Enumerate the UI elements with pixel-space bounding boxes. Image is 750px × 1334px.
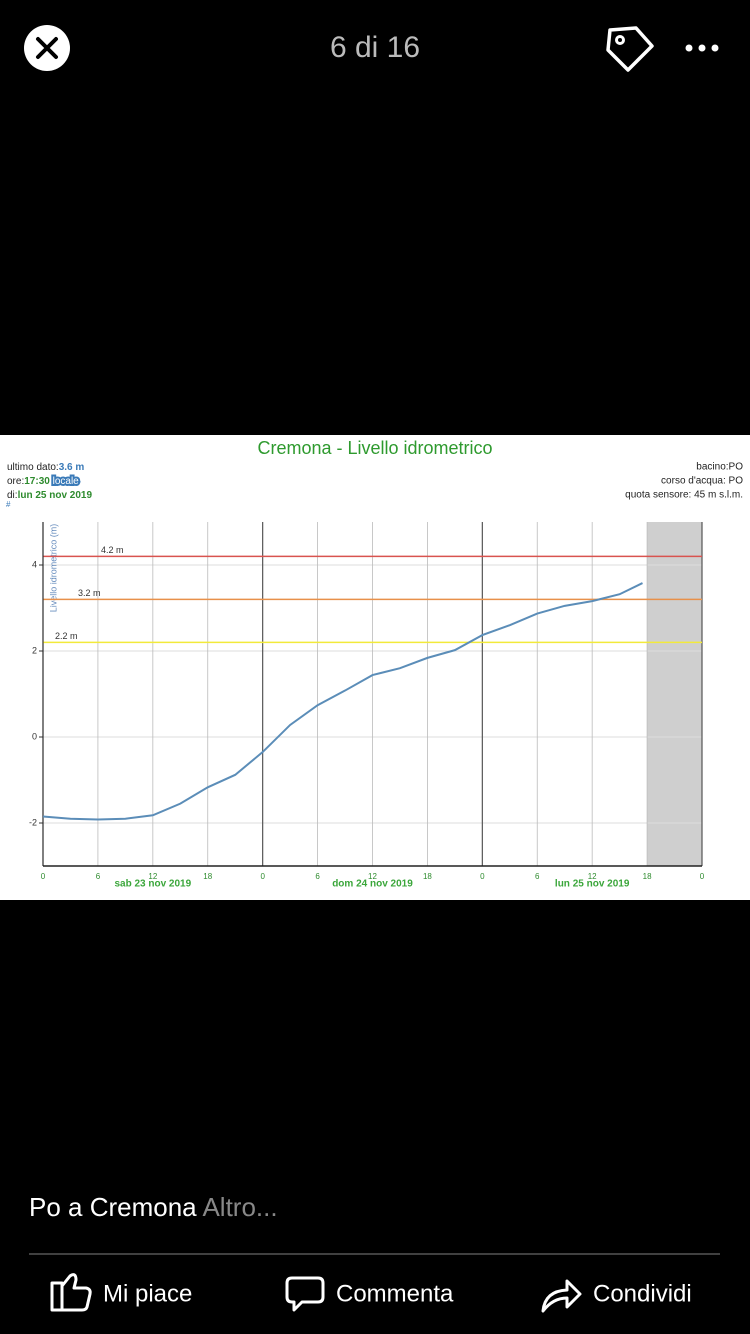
info-label: ore: xyxy=(7,476,24,487)
y-tick-label: -2 xyxy=(29,817,37,827)
x-tick-label: 12 xyxy=(588,872,597,881)
info-value: lun 25 nov 2019 xyxy=(18,490,93,501)
day-label: dom 24 nov 2019 xyxy=(332,879,413,890)
info-line: ultimo dato:3.6 m xyxy=(7,462,84,473)
share-label[interactable]: Condividi xyxy=(593,1280,692,1307)
like-icon xyxy=(50,1273,92,1312)
chart: Cremona - Livello idrometrico ultimo dato… xyxy=(6,438,743,890)
x-tick-label: 6 xyxy=(535,872,540,881)
like-label[interactable]: Mi piace xyxy=(103,1280,192,1307)
like-button[interactable]: Mi piace xyxy=(50,1273,192,1312)
threshold-label: 4.2 m xyxy=(101,545,124,555)
close-button[interactable] xyxy=(24,25,70,71)
info-note: locale xyxy=(53,476,80,487)
chart-title: Cremona - Livello idrometrico xyxy=(257,438,492,458)
info-right: quota sensore: 45 m s.l.m. xyxy=(625,490,743,501)
y-tick-label: 4 xyxy=(32,559,37,569)
x-tick-label: 6 xyxy=(315,872,320,881)
x-tick-label: 18 xyxy=(643,872,652,881)
info-label: ultimo dato: xyxy=(7,462,59,473)
share-icon xyxy=(541,1279,582,1313)
more-button[interactable] xyxy=(685,44,719,52)
x-tick-label: 0 xyxy=(480,872,485,881)
dot xyxy=(711,44,719,52)
comment-icon xyxy=(285,1276,325,1312)
info-right: corso d'acqua: PO xyxy=(661,476,743,487)
x-tick-label: 12 xyxy=(148,872,157,881)
info-right: bacino:PO xyxy=(696,462,743,473)
x-tick-label: 18 xyxy=(203,872,212,881)
x-tick-label: 6 xyxy=(96,872,101,881)
x-tick-label: 18 xyxy=(423,872,432,881)
y-axis-label: Livello idrometrico (m) xyxy=(48,524,58,613)
info-mark: # xyxy=(6,500,11,509)
caption-text: Po a Cremona xyxy=(29,1192,197,1222)
caption: Po a Cremona Altro... xyxy=(29,1192,278,1222)
day-label: sab 23 nov 2019 xyxy=(114,879,191,890)
threshold-label: 3.2 m xyxy=(78,588,101,598)
dot xyxy=(685,44,693,52)
tag-button[interactable] xyxy=(606,26,654,72)
close-x xyxy=(36,37,58,59)
dot xyxy=(698,44,706,52)
info-line: ore:17:30 locale xyxy=(7,476,79,487)
y-tick-label: 0 xyxy=(32,731,37,741)
y-tick-label: 2 xyxy=(32,645,37,655)
info-label: di: xyxy=(7,490,18,501)
day-label: lun 25 nov 2019 xyxy=(555,879,630,890)
threshold-label: 2.2 m xyxy=(55,631,78,641)
data-line xyxy=(42,582,643,821)
x-tick-label: 12 xyxy=(368,872,377,881)
info-line: di:lun 25 nov 2019 xyxy=(7,490,92,501)
x-tick-label: 0 xyxy=(260,872,265,881)
x-tick-label: 0 xyxy=(700,872,705,881)
chart-image xyxy=(0,435,750,900)
comment-button[interactable]: Commenta xyxy=(285,1276,454,1312)
info-value: 17:30 xyxy=(24,476,50,487)
more-link[interactable]: Altro... xyxy=(202,1192,277,1222)
photo-counter: 6 di 16 xyxy=(330,31,420,64)
comment-label[interactable]: Commenta xyxy=(336,1280,454,1307)
x-tick-label: 0 xyxy=(41,872,46,881)
tag-hole xyxy=(615,35,625,45)
shaded-region xyxy=(647,522,702,866)
info-value: 3.6 m xyxy=(59,462,85,473)
share-button[interactable]: Condividi xyxy=(541,1279,692,1313)
